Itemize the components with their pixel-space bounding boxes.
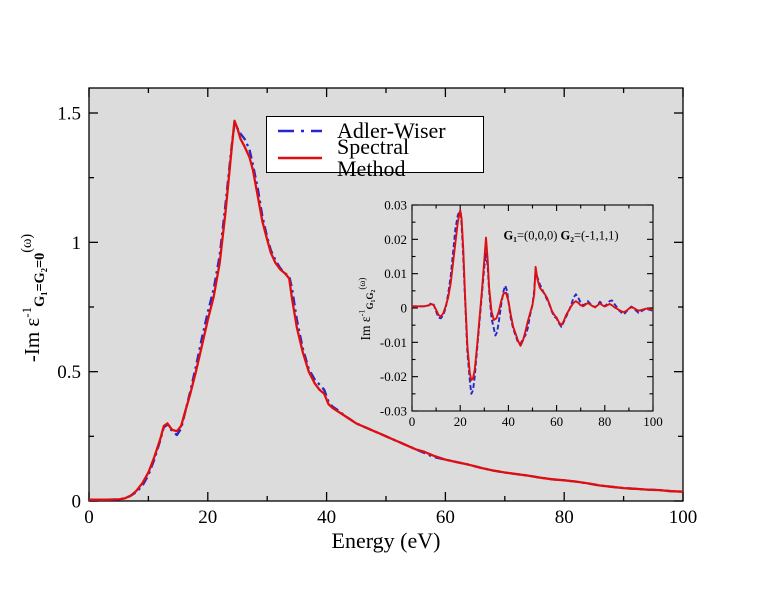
main-x-tick-label: 100 [669, 507, 698, 528]
inset-ylabel-subscript: G₁G₂ [365, 289, 376, 310]
inset-x-tick-label: 40 [502, 414, 515, 429]
legend-item-spectral-method: Spectral Method [267, 136, 483, 180]
inset-annotation: G₁=(0,0,0) G₂=(-1,1,1) [503, 229, 618, 244]
inset-y-axis-label: Im ε-1G₁G₂(ω) [357, 278, 375, 341]
inset-y-tick-label: -0.02 [380, 369, 407, 384]
main-y-tick-label: 1.5 [57, 103, 81, 124]
inset-y-tick-label: 0.03 [384, 197, 407, 212]
main-x-tick-label: 80 [555, 507, 574, 528]
main-y-tick-label: 1 [72, 233, 82, 254]
inset-y-tick-label: 0.01 [384, 266, 407, 281]
annotation-g1-value: =(0,0,0) [516, 228, 561, 243]
inset-x-tick-label: 100 [643, 414, 663, 429]
annotation-g1: G₁ [503, 228, 517, 243]
inset-y-tick-label: -0.03 [380, 403, 407, 418]
main-x-axis-label: Energy (eV) [331, 528, 441, 553]
inset-ylabel-omega: (ω) [356, 277, 367, 290]
inset-y-tick-label: 0.02 [384, 232, 407, 247]
main-x-tick-label: 60 [436, 507, 455, 528]
inset-y-tick-label: 0 [401, 300, 408, 315]
main-y-tick-label: 0.5 [57, 362, 81, 383]
inset-ylabel-base: Im ε [357, 316, 373, 341]
main-adler-wiser-curve [89, 122, 684, 501]
annotation-g2-value: =(-1,1,1) [573, 228, 619, 243]
inset-x-tick-label: 80 [598, 414, 611, 429]
legend-label-adler-wiser: Adler-Wiser [337, 118, 446, 143]
inset-x-tick-label: 20 [454, 414, 467, 429]
main-y-axis-label: -Im ε-1G₁=G₂=0(ω) [19, 234, 49, 362]
inset-x-tick-label: 60 [550, 414, 563, 429]
inset-y-tick-label: -0.01 [380, 335, 407, 350]
spectral-method-line-sample [278, 156, 322, 160]
ylabel-omega: (ω) [19, 233, 36, 253]
main-y-tick-label: 0 [72, 491, 82, 512]
legend-item-adler-wiser: Adler-Wiser [267, 118, 483, 145]
main-x-tick-label: 20 [198, 507, 217, 528]
adler-wiser-line-sample [278, 129, 322, 133]
inset-x-tick-label: 0 [409, 414, 416, 429]
legend-box: Adler-Wiser Spectral Method [266, 116, 484, 180]
inset-spectral-method-curve [412, 209, 654, 382]
main-x-tick-label: 0 [84, 507, 94, 528]
ylabel-exponent: -1 [19, 306, 35, 318]
ylabel-subscript: G₁=G₂=0 [31, 252, 48, 307]
annotation-g2: G₂ [560, 228, 574, 243]
main-spectral-method-curve [89, 119, 684, 501]
main-x-tick-label: 40 [317, 507, 336, 528]
ylabel-base: -Im ε [20, 317, 45, 363]
legend-label-spectral-method: Spectral Method [337, 134, 410, 181]
inset-ylabel-exponent: -1 [357, 309, 367, 317]
